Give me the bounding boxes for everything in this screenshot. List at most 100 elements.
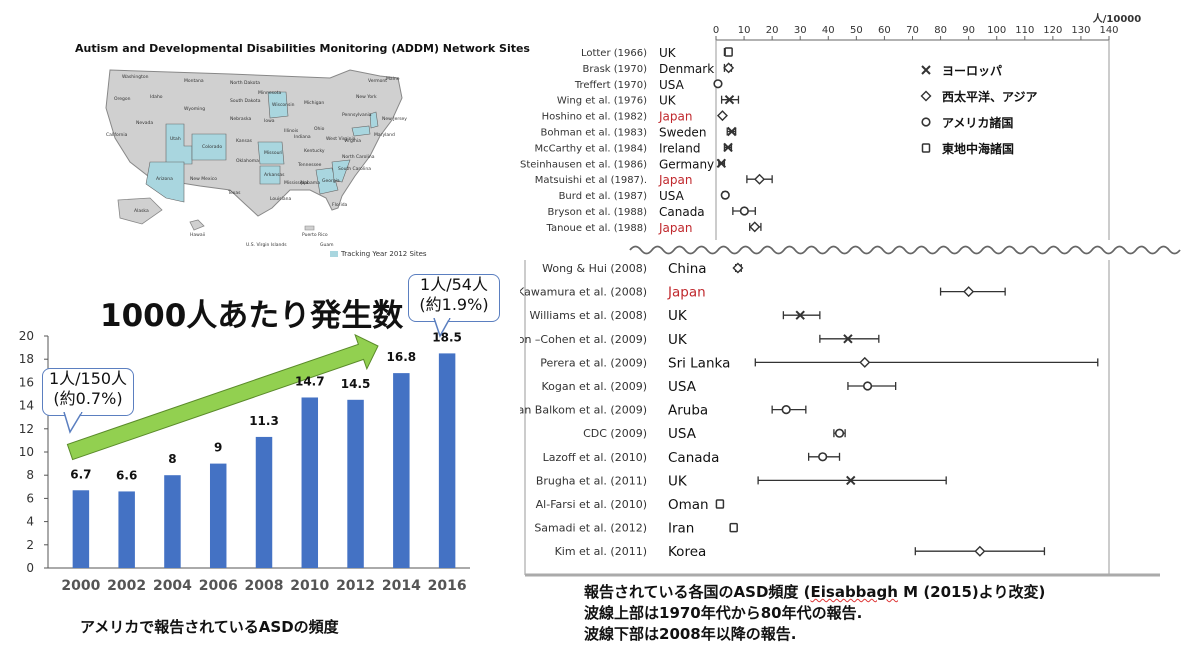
forest-marker-x xyxy=(921,65,931,75)
callout-150-tail xyxy=(63,412,83,434)
forest-upper-row: Burd et al. (1987) USA xyxy=(559,189,730,203)
forest-caption-author: Eisabbagh xyxy=(810,583,898,601)
forest-x-tick-label: 110 xyxy=(1015,25,1034,36)
state-label-maryland: Maryland xyxy=(374,132,395,138)
state-wisconsin-highlight xyxy=(267,91,289,119)
forest-upper-row: Bryson et al. (1988) Canada xyxy=(547,205,756,219)
state-label-south-carolina: South Carolina xyxy=(338,166,371,172)
bar-value-label: 6.6 xyxy=(116,468,137,482)
forest-marker-diamond xyxy=(749,221,761,233)
forest-study-label: Williams et al. (2008) xyxy=(530,309,648,322)
forest-marker-circle xyxy=(713,79,723,89)
bar-y-tick-label: 20 xyxy=(19,329,34,343)
forest-country-label: UK xyxy=(668,308,688,324)
state-label-guam: Guam xyxy=(320,242,333,248)
state-label-wyoming: Wyoming xyxy=(184,106,205,112)
forest-marker-x xyxy=(716,158,727,169)
state-label-virgin-islands: U.S. Virgin Islands xyxy=(246,242,287,248)
forest-x-tick-label: 40 xyxy=(822,25,835,36)
callout-54-tail xyxy=(433,318,451,338)
bar-2004 xyxy=(164,475,181,568)
state-label-ohio: Ohio xyxy=(314,126,325,132)
state-colorado-highlight xyxy=(191,133,227,161)
bar-chart-caption: アメリカで報告されているASDの頻度 xyxy=(80,618,339,636)
forest-study-label: Wing et al. (1976) xyxy=(557,96,647,107)
forest-lower-row: Kawamura et al. (2008) Japan xyxy=(520,285,1006,301)
callout-150-line2: (約0.7%) xyxy=(53,389,123,408)
forest-study-label: Lotter (1966) xyxy=(581,48,647,59)
state-label-nebraska: Nebraska xyxy=(230,116,251,122)
bar-y-tick-label: 8 xyxy=(26,468,34,482)
bar-y-tick-label: 16 xyxy=(19,375,34,389)
forest-marker-circle xyxy=(834,428,845,438)
forest-country-label: Sweden xyxy=(659,126,706,140)
forest-x-tick-label: 140 xyxy=(1099,25,1118,36)
forest-study-label: Van Balkom et al. (2009) xyxy=(520,404,647,417)
bar-x-tick-label: 2014 xyxy=(382,578,421,594)
forest-country-label: Germany xyxy=(659,157,714,171)
forest-caption-suffix: M (2015)より改変) xyxy=(897,583,1046,601)
forest-study-label: Bryson et al. (1988) xyxy=(547,207,647,218)
bar-y-tick-label: 10 xyxy=(19,445,34,459)
bar-y-tick-label: 12 xyxy=(19,422,34,436)
state-label-michigan: Michigan xyxy=(304,100,324,106)
forest-study-label: Steinhausen et al. (1986) xyxy=(520,159,647,170)
state-label-west-virginia: West Virginia xyxy=(326,136,356,142)
bar-2000 xyxy=(72,490,90,568)
forest-lower-row: Al-Farsi et al. (2010) Oman xyxy=(536,497,725,513)
bar-y-tick-label: 18 xyxy=(19,352,34,366)
forest-study-label: Brask (1970) xyxy=(582,64,647,75)
bar-x-tick-label: 2006 xyxy=(199,578,238,594)
forest-study-label: McCarthy et al. (1984) xyxy=(535,143,648,154)
state-south-carolina-highlight xyxy=(331,159,351,183)
bar-value-label: 14.7 xyxy=(295,374,325,388)
forest-marker-circle xyxy=(739,206,749,216)
forest-study-label: Baron –Cohen et al. (2009) xyxy=(520,333,647,346)
forest-marker-x xyxy=(727,126,737,137)
forest-break-wave xyxy=(629,245,1181,255)
forest-study-label: Burd et al. (1987) xyxy=(559,191,648,202)
state-missouri-highlight xyxy=(257,141,285,165)
forest-marker-diamond xyxy=(716,110,728,122)
forest-upper-row: Treffert (1970) USA xyxy=(574,78,723,92)
forest-country-label: Aruba xyxy=(668,403,708,419)
state-label-louisiana: Louisiana xyxy=(270,196,291,202)
forest-upper-row: Brask (1970) Denmark xyxy=(582,62,735,76)
forest-marker-diamond xyxy=(859,356,871,368)
forest-marker-square xyxy=(715,499,725,509)
bar-value-label: 14.5 xyxy=(341,377,371,391)
forest-marker-circle xyxy=(818,452,828,462)
forest-country-label: Sri Lanka xyxy=(668,355,730,371)
forest-marker-square xyxy=(729,522,738,533)
us-map: Washington Oregon California Nevada Idaho Mon… xyxy=(105,69,407,248)
forest-marker-x xyxy=(795,310,805,320)
forest-legend-item: ヨーロッパ xyxy=(921,64,1002,78)
bar-value-label: 11.3 xyxy=(249,414,279,428)
forest-marker-square xyxy=(921,143,931,153)
state-label-alabama: Alabama xyxy=(300,180,320,186)
forest-caption-line1: 報告されている各国のASD頻度 (Eisabbagh M (2015)より改変) xyxy=(584,582,1045,603)
callout-1-in-54: 1人/54人 (約1.9%) xyxy=(408,274,500,322)
bar-x-tick-label: 2002 xyxy=(107,578,146,594)
map-title: Autism and Developmental Disabilities Mo… xyxy=(75,42,530,55)
forest-legend-item: 東地中海諸国 xyxy=(921,141,1014,156)
forest-x-tick-label: 10 xyxy=(738,25,751,36)
state-label-new-mexico: New Mexico xyxy=(190,176,217,182)
forest-x-tick-label: 0 xyxy=(713,25,719,36)
state-label-colorado: Colorado xyxy=(202,144,222,150)
state-label-idaho: Idaho xyxy=(150,94,163,100)
bar-2010 xyxy=(301,397,319,568)
state-label-north-dakota: North Dakota xyxy=(230,80,260,86)
forest-study-label: Kogan et al. (2009) xyxy=(541,380,647,393)
state-label-mississippi: Mississippi xyxy=(284,180,308,186)
forest-legend-label: ヨーロッパ xyxy=(942,64,1002,78)
forest-x-tick-label: 90 xyxy=(962,25,975,36)
forest-lower-row: Lazoff et al. (2010) Canada xyxy=(543,450,841,466)
bar-x-tick-label: 2000 xyxy=(61,578,100,594)
state-label-wisconsin: Wisconsin xyxy=(272,102,295,108)
forest-plot: 0 10 20 30 40 50 60 70 80 90 100 110 120 130 140人/1000… xyxy=(520,12,1181,577)
state-label-oregon: Oregon xyxy=(114,96,131,102)
legend-swatch xyxy=(330,251,338,257)
forest-lower-row: Van Balkom et al. (2009) Aruba xyxy=(520,403,807,419)
forest-lower-row: Wong & Hui (2008) China xyxy=(542,261,744,277)
